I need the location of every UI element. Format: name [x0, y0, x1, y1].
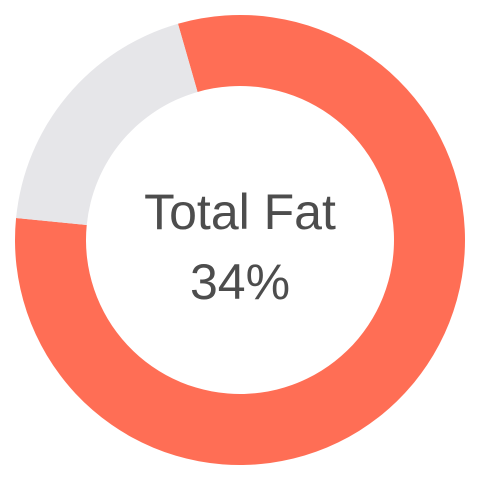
slices	[15, 15, 465, 466]
slice	[16, 23, 198, 225]
center-title: Total Fat	[144, 184, 336, 240]
center-value: 34%	[190, 254, 290, 310]
slice	[15, 15, 465, 466]
